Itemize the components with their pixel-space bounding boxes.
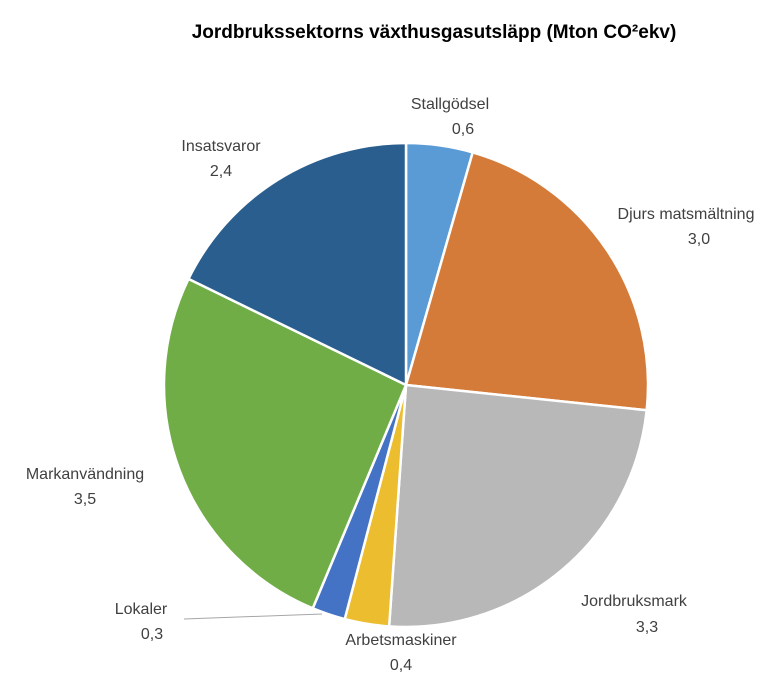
slice-label: Stallgödsel — [411, 96, 489, 113]
pie-slice — [186, 141, 408, 388]
slice-label: Lokaler — [115, 601, 168, 618]
slice-value-label: 3,0 — [688, 231, 710, 248]
slice-value-label: 2,4 — [210, 163, 232, 180]
slice-label: Markanvändning — [26, 466, 144, 483]
pie-slice — [162, 277, 408, 610]
slice-value-label: 0,3 — [141, 626, 163, 643]
leader-line — [183, 613, 323, 620]
slice-value-label: 3,5 — [74, 491, 96, 508]
pie-slice — [387, 383, 649, 629]
slice-label: Jordbruksmark — [581, 593, 688, 610]
pie-slice — [404, 150, 650, 412]
slice-value-label: 3,3 — [636, 619, 658, 636]
slice-label: Arbetsmaskiner — [345, 632, 457, 649]
slice-value-label: 0,6 — [452, 121, 474, 138]
chart-title: Jordbrukssektorns växthusgasutsläpp (Mto… — [192, 22, 677, 43]
slice-label: Djurs matsmältning — [618, 206, 755, 223]
slice-label: Insatsvaror — [181, 138, 261, 155]
slice-value-label: 0,4 — [390, 657, 412, 674]
